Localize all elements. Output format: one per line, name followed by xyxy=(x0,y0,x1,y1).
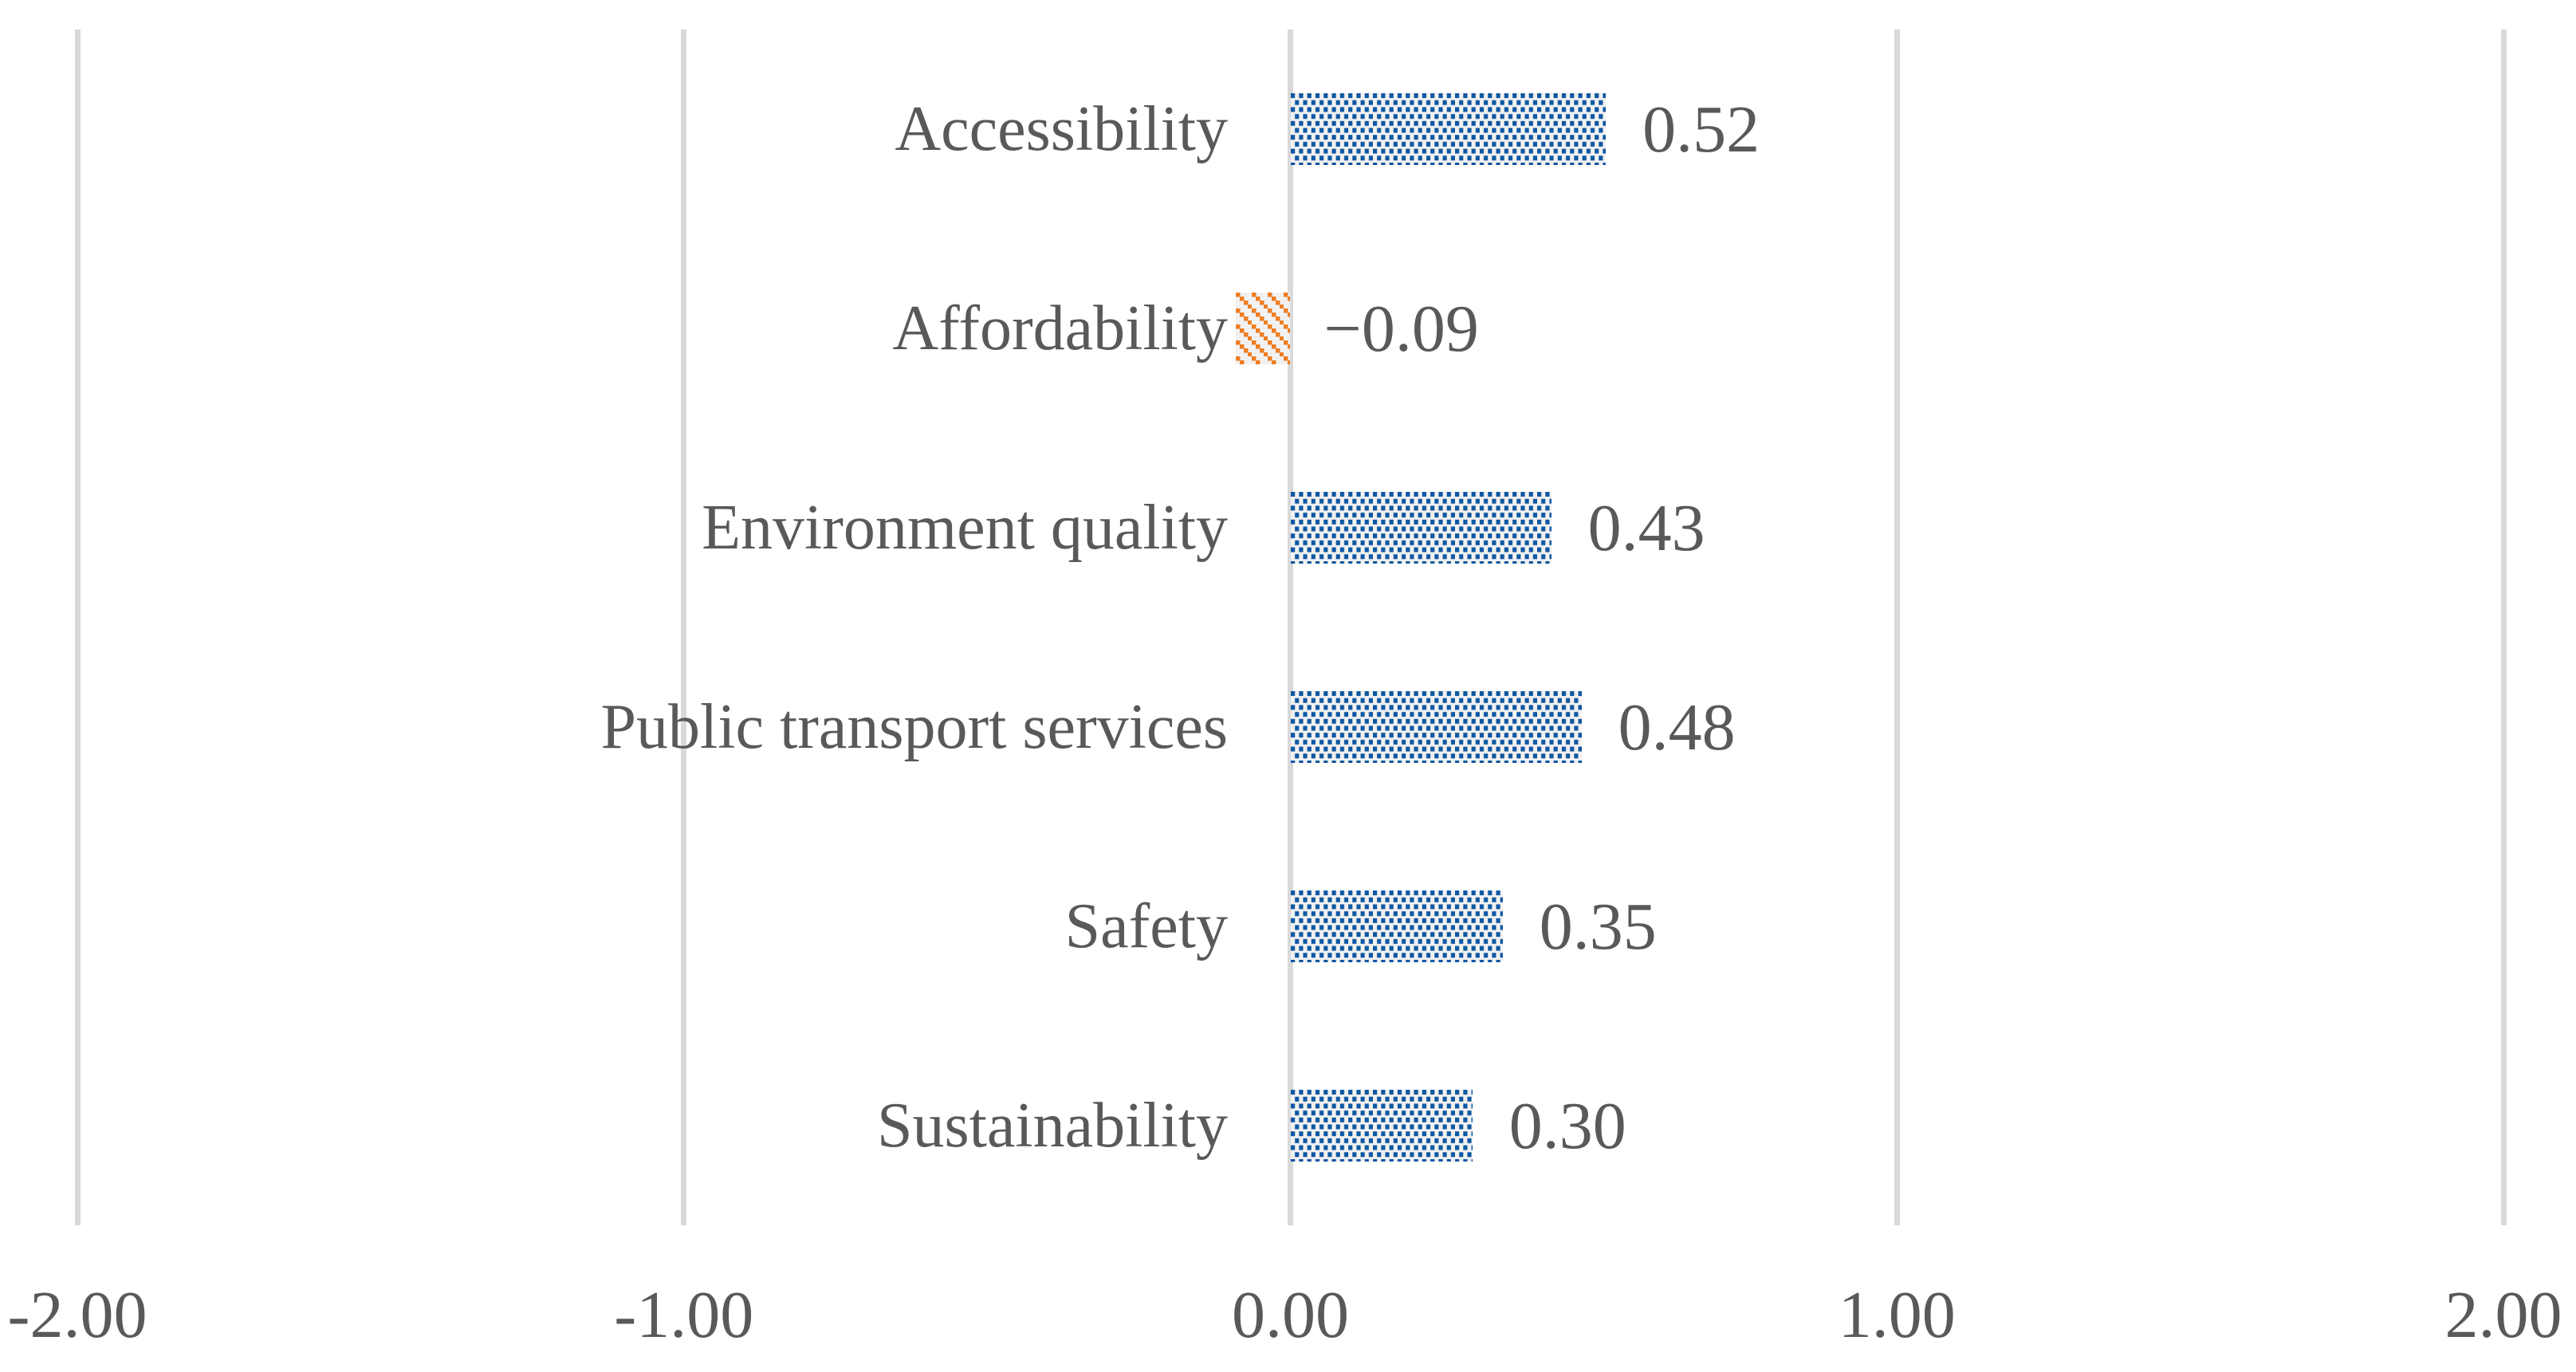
value-label-sustainability: 0.30 xyxy=(1508,1088,1626,1163)
gridline xyxy=(2500,29,2507,1225)
x-axis-tick-label: 2.00 xyxy=(2444,1278,2562,1352)
category-label-safety: Safety xyxy=(1064,890,1229,961)
bar-row: Public transport services 0.48 xyxy=(0,627,2576,827)
gridline xyxy=(1894,29,1900,1225)
value-label-affordability: −0.09 xyxy=(1323,291,1479,366)
gridline xyxy=(1288,29,1293,1225)
bar-sustainability xyxy=(1290,1090,1473,1162)
category-label-public-transport-services: Public transport services xyxy=(600,691,1229,762)
bar-row: Environment quality 0.43 xyxy=(0,428,2576,627)
bar-public-transport-services xyxy=(1290,691,1582,763)
category-label-accessibility: Accessibility xyxy=(895,93,1229,164)
bar-row: Safety 0.35 xyxy=(0,827,2576,1026)
x-axis-tick-label: -2.00 xyxy=(7,1278,147,1352)
value-label-safety: 0.35 xyxy=(1539,889,1657,964)
value-label-accessibility: 0.52 xyxy=(1642,92,1760,167)
bar-affordability xyxy=(1236,293,1291,364)
bar-row: Sustainability 0.30 xyxy=(0,1026,2576,1225)
category-label-sustainability: Sustainability xyxy=(877,1090,1229,1161)
value-label-environment-quality: 0.43 xyxy=(1587,490,1705,565)
gridline xyxy=(74,29,81,1225)
x-axis-tick-label: 0.00 xyxy=(1232,1278,1349,1352)
x-axis-tick-label: -1.00 xyxy=(614,1278,754,1352)
bar-row: Accessibility 0.52 xyxy=(0,29,2576,229)
category-label-affordability: Affordability xyxy=(892,293,1229,364)
bar-accessibility xyxy=(1290,93,1607,165)
bar-safety xyxy=(1290,890,1503,962)
value-label-public-transport-services: 0.48 xyxy=(1618,690,1736,765)
gridline xyxy=(681,29,687,1225)
bar-row: Affordability −0.09 xyxy=(0,229,2576,428)
bar-environment-quality xyxy=(1290,492,1551,564)
category-label-environment-quality: Environment quality xyxy=(702,492,1229,563)
x-axis-tick-label: 1.00 xyxy=(1838,1278,1956,1352)
